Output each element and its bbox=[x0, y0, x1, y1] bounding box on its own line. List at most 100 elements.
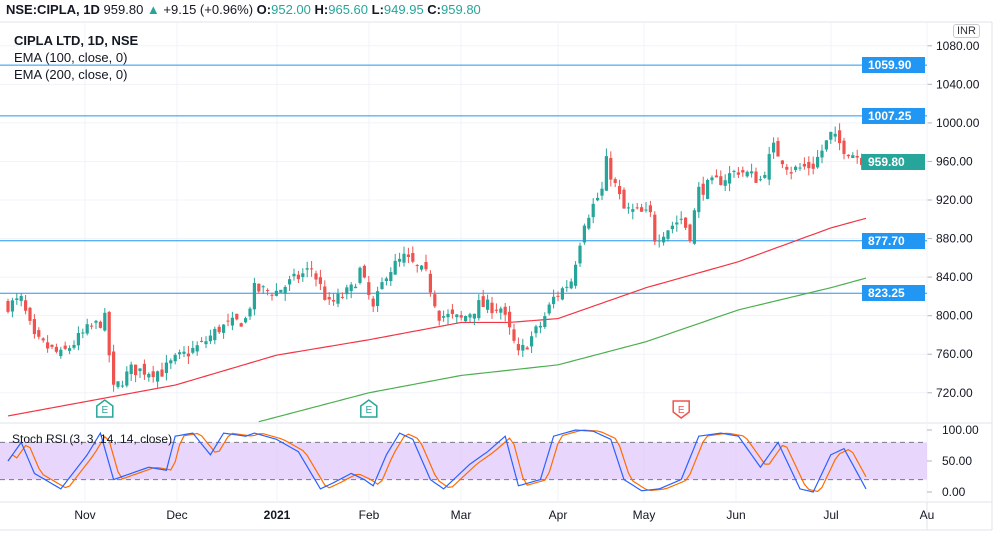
candle-body bbox=[318, 277, 322, 284]
candle bbox=[393, 253, 397, 275]
candle-body bbox=[138, 368, 142, 372]
candle-body bbox=[481, 296, 485, 307]
candle bbox=[112, 344, 116, 392]
low-value: 949.95 bbox=[383, 2, 424, 17]
candle bbox=[538, 321, 542, 334]
ema100-legend[interactable]: EMA (100, close, 0) bbox=[14, 50, 128, 65]
candle-body bbox=[393, 260, 397, 275]
candle-body bbox=[732, 170, 736, 172]
candle bbox=[811, 156, 815, 175]
candle-body bbox=[838, 130, 842, 144]
earnings-marker[interactable]: E bbox=[672, 400, 690, 419]
candle-body bbox=[538, 325, 542, 328]
candle bbox=[618, 179, 622, 200]
candle-body bbox=[107, 311, 111, 356]
candle-body bbox=[323, 286, 327, 300]
candle bbox=[846, 154, 850, 159]
candle-body bbox=[248, 308, 252, 317]
candle-body bbox=[50, 344, 54, 347]
candle bbox=[151, 365, 155, 383]
candle-body bbox=[719, 176, 723, 185]
candle bbox=[490, 296, 494, 319]
candle bbox=[301, 268, 305, 282]
candle bbox=[37, 327, 41, 340]
candle bbox=[701, 176, 705, 201]
earnings-marker[interactable]: E bbox=[360, 399, 378, 418]
change: +9.15 (+0.96%) bbox=[163, 2, 254, 17]
candle bbox=[288, 275, 292, 292]
candle-body bbox=[274, 290, 278, 296]
candle bbox=[569, 278, 573, 290]
candle bbox=[270, 292, 274, 301]
candle bbox=[710, 175, 714, 185]
candle-body bbox=[94, 320, 98, 323]
price-tick-label: 720.00 bbox=[936, 386, 973, 400]
price-tick-label: 1040.00 bbox=[936, 77, 980, 91]
candle-body bbox=[147, 373, 151, 378]
candle-body bbox=[600, 188, 604, 196]
candle-body bbox=[261, 286, 265, 288]
candle bbox=[596, 192, 600, 202]
earnings-marker[interactable]: E bbox=[96, 399, 114, 418]
candle bbox=[120, 380, 124, 388]
candle-body bbox=[578, 245, 582, 264]
candle bbox=[635, 203, 639, 210]
candle bbox=[472, 313, 476, 326]
series-legend[interactable]: CIPLA LTD, 1D, NSE bbox=[14, 33, 139, 48]
candle-body bbox=[468, 314, 472, 318]
candle bbox=[274, 283, 278, 297]
candle bbox=[763, 171, 767, 179]
time-tick-label: Jul bbox=[823, 508, 838, 522]
candle bbox=[424, 254, 428, 272]
earnings-label: E bbox=[365, 405, 372, 416]
candle-body bbox=[794, 166, 798, 171]
open-label: O: bbox=[256, 2, 272, 17]
candle-body bbox=[679, 218, 683, 220]
candle bbox=[134, 364, 138, 383]
candle bbox=[318, 269, 322, 291]
candle bbox=[657, 234, 661, 248]
candle bbox=[59, 346, 63, 359]
candle bbox=[173, 353, 177, 365]
candle bbox=[398, 252, 402, 267]
candle bbox=[736, 167, 740, 178]
candle bbox=[776, 137, 780, 157]
candle bbox=[354, 283, 358, 289]
currency-label[interactable]: INR bbox=[953, 24, 980, 38]
candle-body bbox=[6, 301, 10, 312]
close-value: 959.80 bbox=[441, 2, 481, 17]
candle-body bbox=[257, 283, 261, 292]
candle bbox=[169, 358, 173, 369]
candle-body bbox=[525, 347, 529, 350]
low-label: L: bbox=[371, 2, 384, 17]
candle bbox=[217, 324, 221, 335]
candle bbox=[802, 157, 806, 170]
candle-body bbox=[41, 338, 45, 341]
candle bbox=[257, 283, 261, 294]
candle bbox=[336, 288, 340, 308]
candle bbox=[543, 312, 547, 329]
candle bbox=[235, 313, 239, 321]
ema200-legend[interactable]: EMA (200, close, 0) bbox=[14, 67, 128, 82]
candle-body bbox=[530, 336, 534, 347]
candle-body bbox=[670, 225, 674, 230]
candle bbox=[481, 290, 485, 308]
candle bbox=[833, 126, 837, 142]
candle bbox=[609, 151, 613, 187]
candle-body bbox=[195, 345, 199, 352]
candle-body bbox=[362, 265, 366, 278]
candle-body bbox=[560, 288, 564, 300]
candle-body bbox=[182, 351, 186, 354]
candle bbox=[446, 309, 450, 325]
candle-body bbox=[772, 142, 776, 153]
candle-body bbox=[798, 167, 802, 169]
candle bbox=[648, 200, 652, 217]
stoch-rsi-legend[interactable]: Stoch RSI (3, 3, 14, 14, close) bbox=[12, 432, 173, 446]
candle bbox=[195, 341, 199, 356]
candle bbox=[208, 329, 212, 344]
candle-body bbox=[635, 207, 639, 209]
up-arrow-icon: ▲ bbox=[146, 2, 160, 17]
candle bbox=[758, 175, 762, 182]
